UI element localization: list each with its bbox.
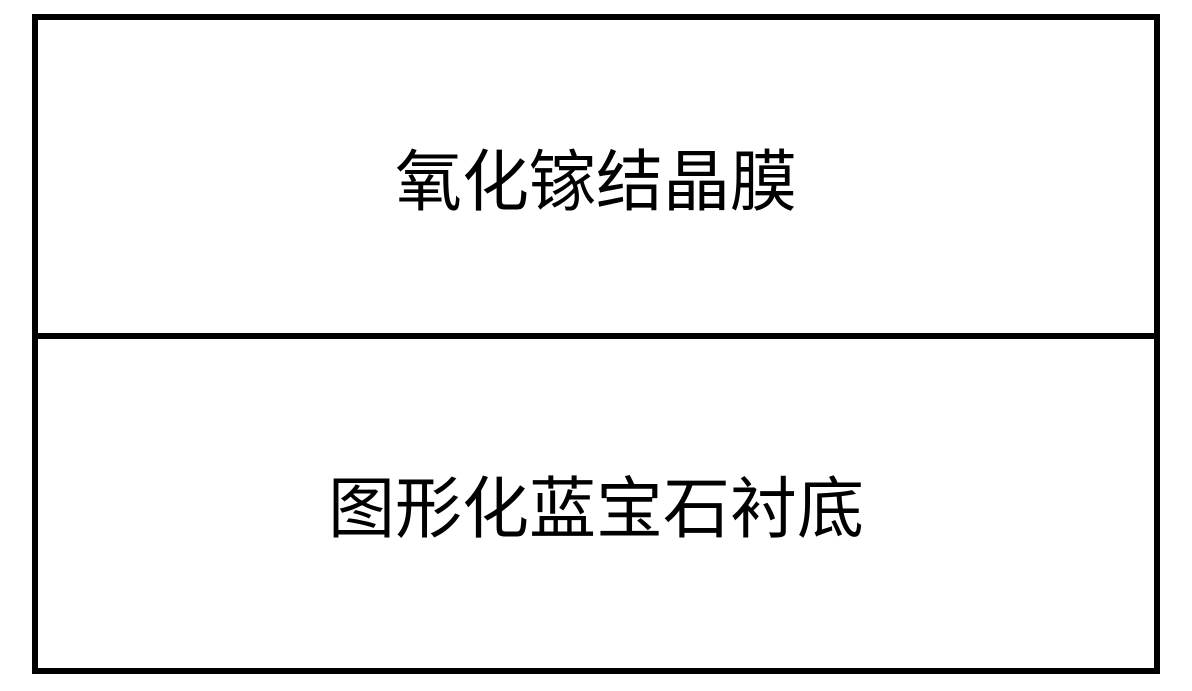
- layer-top: 氧化镓结晶膜: [32, 14, 1160, 339]
- layer-bottom: 图形化蓝宝石衬底: [32, 339, 1160, 674]
- layered-diagram: 氧化镓结晶膜 图形化蓝宝石衬底: [32, 14, 1160, 674]
- layer-top-label: 氧化镓结晶膜: [395, 128, 797, 225]
- layer-bottom-label: 图形化蓝宝石衬底: [328, 455, 864, 552]
